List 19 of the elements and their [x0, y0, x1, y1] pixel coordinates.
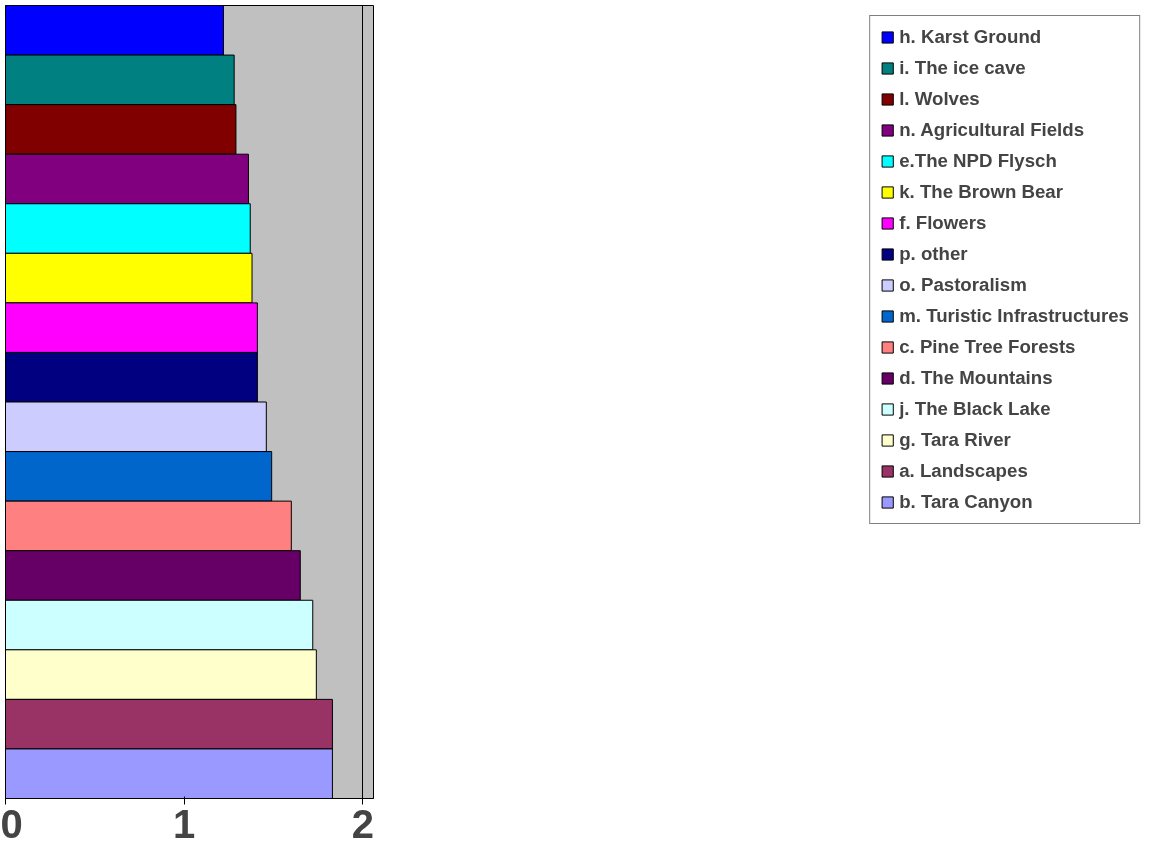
- legend-label: l. Wolves: [899, 88, 980, 110]
- legend-label: j. The Black Lake: [899, 398, 1051, 420]
- legend-label: c. Pine Tree Forests: [899, 336, 1076, 358]
- x-tick-label: 0: [0, 801, 23, 846]
- legend-label: f. Flowers: [899, 212, 987, 234]
- legend-label: n. Agricultural Fields: [899, 119, 1085, 141]
- legend-label: p. other: [899, 243, 968, 265]
- legend-label: g. Tara River: [899, 429, 1011, 451]
- legend-label: i. The ice cave: [899, 57, 1026, 79]
- legend-label: a. Landscapes: [899, 460, 1028, 482]
- legend-label: m. Turistic Infrastructures: [899, 305, 1129, 327]
- legend-label: e.The NPD Flysch: [899, 150, 1057, 172]
- legend-label: b. Tara Canyon: [899, 491, 1033, 513]
- legend-label: k. The Brown Bear: [899, 181, 1063, 203]
- x-tick-label: 1: [173, 801, 196, 846]
- x-tick-label: 2: [351, 801, 374, 846]
- legend-label: d. The Mountains: [899, 367, 1053, 389]
- legend-label: o. Pastoralism: [899, 274, 1027, 296]
- legend-label: h. Karst Ground: [899, 26, 1042, 48]
